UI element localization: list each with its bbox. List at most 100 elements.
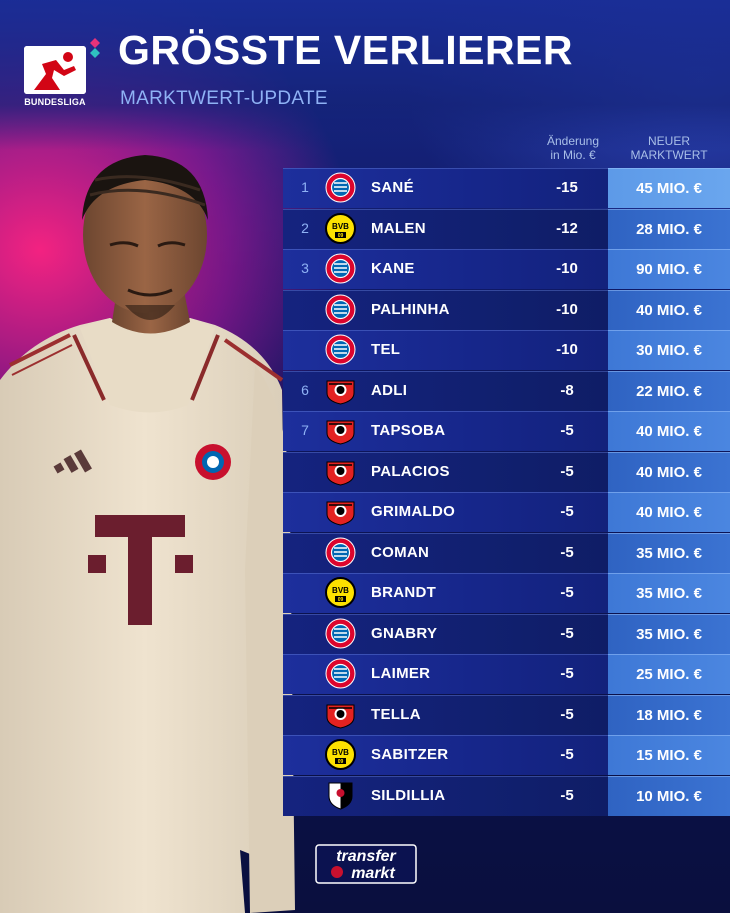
player-name: TELLA: [371, 705, 421, 723]
table-row: 3 KANE -10 90 MIO. €: [283, 249, 730, 289]
bayern-crest-icon: [325, 537, 356, 568]
svg-text:09: 09: [338, 759, 344, 765]
leverkusen-crest-icon: [325, 456, 356, 487]
leverkusen-crest-icon: [325, 415, 356, 446]
column-header-change-line1: Änderung: [546, 134, 600, 148]
table-row: PALACIOS -5 40 MIO. €: [283, 451, 730, 492]
column-header-value-line1: NEUER: [647, 134, 690, 148]
market-value-table: 1 SANÉ -15 45 MIO. € 2 BVB 09 MALEN -12 28 MIO. €…: [283, 168, 730, 816]
change-cell: -15: [556, 179, 578, 196]
change-cell: -5: [560, 786, 574, 804]
player-name: TEL: [371, 341, 401, 358]
market-value-cell: 35 MIO. €: [608, 573, 730, 613]
bayern-crest-icon: [325, 172, 356, 203]
table-row: 6 ADLI -8 22 MIO. €: [283, 370, 730, 411]
rank-cell: 6: [301, 381, 309, 398]
leverkusen-crest-icon: [325, 699, 356, 730]
table-row: BVB 09 BRANDT -5 35 MIO. €: [283, 573, 730, 613]
header-band: [0, 0, 730, 150]
table-row: 1 SANÉ -15 45 MIO. €: [283, 168, 730, 208]
leverkusen-crest-icon: [325, 496, 356, 527]
rank-cell: [283, 776, 327, 815]
market-value-cell: 40 MIO. €: [608, 451, 730, 492]
rank-cell: [283, 695, 327, 734]
player-photo: [0, 155, 295, 913]
bundesliga-player-icon: [24, 46, 86, 94]
table-row: COMAN -5 35 MIO. €: [283, 532, 730, 573]
table-row: TEL -10 30 MIO. €: [283, 330, 730, 370]
market-value-cell: 18 MIO. €: [608, 694, 730, 735]
change-cell: -5: [560, 746, 574, 763]
market-value-cell: 22 MIO. €: [608, 370, 730, 411]
table-row: SILDILLIA -5 10 MIO. €: [283, 775, 730, 816]
dortmund-crest-icon: BVB 09: [325, 212, 356, 244]
market-value-cell: 10 MIO. €: [608, 775, 730, 816]
table-row: 2 BVB 09 MALEN -12 28 MIO. €: [283, 208, 730, 249]
market-value-cell: 30 MIO. €: [608, 330, 730, 370]
player-name: SABITZER: [371, 746, 449, 763]
rank-cell: 3: [301, 260, 309, 276]
bayern-crest-icon: [325, 253, 356, 284]
rank-cell: 7: [301, 422, 309, 438]
market-value-cell: 25 MIO. €: [608, 654, 730, 694]
bayern-crest-icon: [325, 334, 356, 365]
change-cell: -12: [556, 219, 578, 237]
change-cell: -10: [556, 300, 578, 318]
change-cell: -5: [560, 422, 574, 439]
change-cell: -5: [560, 705, 574, 723]
market-value-cell: 35 MIO. €: [608, 613, 730, 654]
player-name: LAIMER: [371, 665, 431, 682]
player-name: TAPSOBA: [371, 422, 446, 439]
table-row: PALHINHA -10 40 MIO. €: [283, 289, 730, 330]
bundesliga-logo-label: BUNDESLIGA: [24, 97, 86, 107]
change-cell: -10: [556, 260, 578, 277]
table-row: GNABRY -5 35 MIO. €: [283, 613, 730, 654]
change-cell: -5: [560, 462, 574, 480]
svg-text:BVB: BVB: [332, 222, 349, 231]
market-value-cell: 45 MIO. €: [608, 168, 730, 208]
market-value-cell: 35 MIO. €: [608, 532, 730, 573]
change-cell: -5: [560, 624, 574, 642]
rank-cell: [283, 452, 327, 491]
player-name: SANÉ: [371, 179, 414, 196]
svg-text:BVB: BVB: [332, 748, 349, 757]
svg-text:BVB: BVB: [332, 586, 349, 595]
svg-text:09: 09: [338, 597, 344, 603]
column-header-value: NEUER MARKTWERT: [619, 134, 719, 162]
column-header-value-line2: MARKTWERT: [630, 148, 708, 162]
table-row: LAIMER -5 25 MIO. €: [283, 654, 730, 694]
change-cell: -5: [560, 665, 574, 682]
market-value-cell: 40 MIO. €: [608, 411, 730, 451]
rank-cell: [283, 290, 327, 329]
player-name: MALEN: [371, 219, 426, 237]
market-value-cell: 15 MIO. €: [608, 735, 730, 775]
bundesliga-logo: [24, 46, 86, 94]
tm-logo-line1: transfer: [336, 848, 396, 865]
page-title: GRÖSSTE VERLIERER: [118, 27, 574, 73]
change-cell: -5: [560, 543, 574, 561]
rank-cell: [283, 735, 327, 774]
player-name: PALHINHA: [371, 300, 450, 318]
rank-cell: [283, 492, 327, 531]
column-header-change: Änderung in Mio. €: [531, 134, 615, 162]
tm-logo-line2: markt: [351, 865, 395, 882]
table-row: BVB 09 SABITZER -5 15 MIO. €: [283, 735, 730, 775]
rank-cell: [283, 614, 327, 653]
player-name: KANE: [371, 260, 415, 277]
rank-cell: 2: [301, 219, 309, 236]
page-subtitle: MARKTWERT-UPDATE: [120, 88, 328, 109]
player-name: GRIMALDO: [371, 503, 456, 520]
bundesliga-accent-icon: [90, 38, 100, 58]
change-cell: -8: [560, 381, 574, 399]
market-value-cell: 40 MIO. €: [608, 289, 730, 330]
market-value-cell: 28 MIO. €: [608, 208, 730, 249]
player-name: COMAN: [371, 543, 430, 561]
rank-cell: [283, 330, 327, 369]
player-name: BRANDT: [371, 584, 437, 601]
change-cell: -10: [556, 341, 578, 358]
rank-cell: 1: [301, 179, 309, 195]
freiburg-crest-icon: [325, 780, 356, 811]
player-name: PALACIOS: [371, 462, 450, 480]
player-name: SILDILLIA: [371, 786, 446, 804]
rank-cell: [283, 533, 327, 572]
